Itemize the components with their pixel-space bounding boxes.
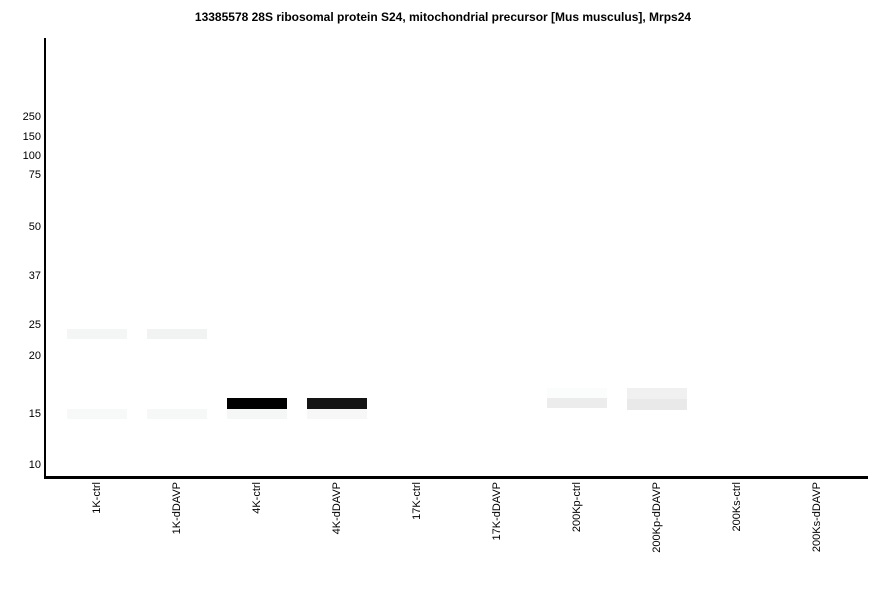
blot-band bbox=[307, 398, 367, 409]
x-axis-lane-label: 1K-dDAVP bbox=[171, 482, 183, 535]
x-axis-lane-label: 4K-ctrl bbox=[251, 482, 263, 514]
x-axis-lane-label: 200Kp-dDAVP bbox=[651, 482, 663, 553]
y-axis-tick-label: 20 bbox=[28, 350, 41, 362]
blot-band bbox=[67, 329, 127, 339]
y-axis-tick-label: 10 bbox=[28, 459, 41, 471]
y-axis-tick-label: 37 bbox=[28, 270, 41, 282]
blot-band bbox=[147, 409, 207, 419]
y-axis-tick-label: 150 bbox=[22, 131, 41, 143]
y-axis-tick-label: 15 bbox=[28, 408, 41, 420]
x-axis-lane-label: 17K-dDAVP bbox=[491, 482, 503, 541]
y-axis-tick-label: 50 bbox=[28, 221, 41, 233]
x-axis-line bbox=[44, 476, 868, 479]
blot-band bbox=[147, 329, 207, 339]
blot-band bbox=[547, 398, 607, 408]
blot-band bbox=[307, 409, 367, 419]
x-axis-lane-label: 200Ks-dDAVP bbox=[811, 482, 823, 553]
chart-title: 13385578 28S ribosomal protein S24, mito… bbox=[194, 10, 692, 24]
y-axis-tick-label: 100 bbox=[22, 150, 41, 162]
blot-band bbox=[67, 409, 127, 419]
x-axis-lane-label: 200Kp-ctrl bbox=[571, 482, 583, 533]
blot-band bbox=[227, 409, 287, 419]
y-axis-tick-label: 250 bbox=[22, 111, 41, 123]
y-axis-line bbox=[44, 38, 46, 479]
y-axis-tick-label: 75 bbox=[28, 169, 41, 181]
blot-band bbox=[627, 399, 687, 410]
blot-band bbox=[227, 398, 287, 409]
blot-band bbox=[547, 388, 607, 398]
blot-band bbox=[627, 388, 687, 399]
x-axis-lane-label: 200Ks-ctrl bbox=[731, 482, 743, 532]
x-axis-lane-label: 17K-ctrl bbox=[411, 482, 423, 520]
y-axis-tick-label: 25 bbox=[28, 319, 41, 331]
x-axis-lane-label: 1K-ctrl bbox=[91, 482, 103, 514]
x-axis-lane-label: 4K-dDAVP bbox=[331, 482, 343, 535]
